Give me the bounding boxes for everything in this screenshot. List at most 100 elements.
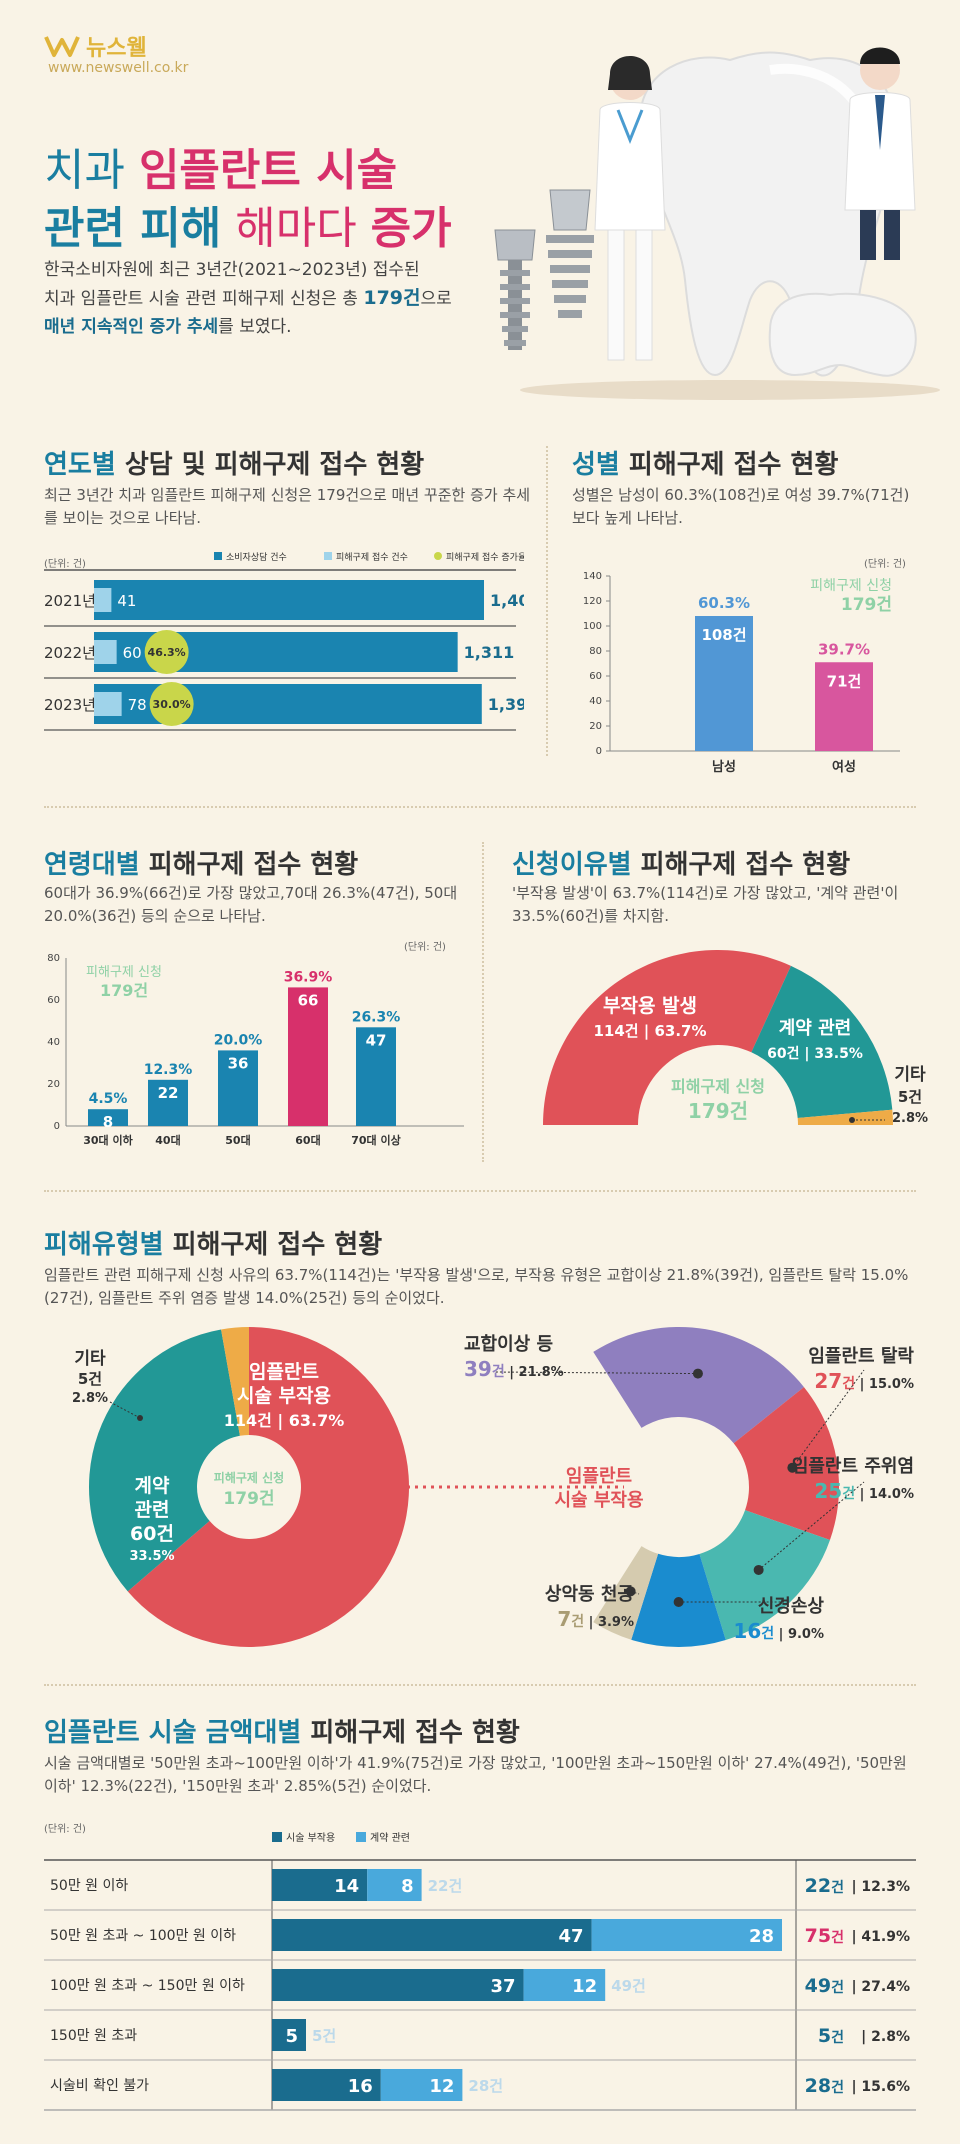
bar-side-effect <box>272 2019 306 2051</box>
leader-dot <box>625 1586 636 1597</box>
y-tick-label: 100 <box>583 621 602 632</box>
legend-swatch <box>214 552 222 560</box>
bar-relief-label: 78 <box>128 696 147 714</box>
slice-label: 기타 <box>74 1349 106 1369</box>
row-total: 75건 <box>805 1925 844 1947</box>
pct-label: 36.9% <box>284 969 333 985</box>
leader-dot <box>787 1462 798 1473</box>
bar-age <box>88 1109 128 1126</box>
total-label: 피해구제 신청 <box>810 578 892 594</box>
bar-female <box>815 662 873 751</box>
bar-total-ghost: 22건 <box>428 1877 463 1895</box>
slice-pct: 2.8% <box>892 1111 928 1126</box>
y-tick-label: 20 <box>47 1079 60 1090</box>
bar-contract-label: 8 <box>401 1876 414 1897</box>
legend-swatch <box>324 552 332 560</box>
logo-name: 뉴스웰 <box>86 36 147 61</box>
slice-label: 계약 <box>135 1475 170 1497</box>
divider <box>44 1190 916 1192</box>
divider <box>44 1684 916 1686</box>
y-tick-label: 80 <box>47 953 60 964</box>
breakdown-value: 39건 | 21.8% <box>464 1357 564 1381</box>
bar-age <box>218 1050 258 1126</box>
slice-label: 임플란트 <box>249 1361 319 1383</box>
legend-label: 소비자상담 건수 <box>226 551 287 563</box>
pct-label: 4.5% <box>89 1091 128 1107</box>
category-label: 여성 <box>832 759 856 775</box>
slice-value: 60건 <box>130 1523 174 1545</box>
pct-label: 12.3% <box>144 1062 193 1078</box>
slice-2 <box>797 1109 893 1125</box>
age-desc: 60대가 36.9%(66건)로 가장 많았고,70대 26.3%(47건), … <box>44 884 458 925</box>
bar-consult-label: 1,406 <box>490 591 524 610</box>
y-tick-label: 20 <box>589 721 602 732</box>
age-unit: (단위: 건) <box>404 942 446 953</box>
slice-value: 5건 <box>78 1370 102 1388</box>
site-url: www.newswell.co.kr <box>48 60 189 76</box>
y-tick-label: 140 <box>583 571 602 582</box>
divider <box>44 806 916 808</box>
breakdown-label: 신경손상 <box>758 1596 825 1617</box>
breakdown-value: 27건 | 15.0% <box>814 1369 914 1393</box>
main-slice-0 <box>127 1327 409 1647</box>
breakdown-slice-0 <box>593 1327 804 1444</box>
bar-side-effect <box>272 1919 592 1951</box>
slice-label: 부작용 발생 <box>603 995 697 1017</box>
main-slice-2 <box>221 1327 249 1436</box>
implant-icon <box>494 189 594 350</box>
leader-line <box>630 1590 640 1595</box>
breakdown-value: 7건 | 3.9% <box>557 1607 634 1631</box>
growth-circle <box>144 630 189 674</box>
breakdown-label: 임플란트 주위염 <box>792 1456 914 1477</box>
value-label: 66 <box>298 991 319 1009</box>
value-label: 108건 <box>701 626 746 644</box>
bar-contract <box>523 1969 606 2001</box>
row-pct: | 27.4% <box>851 1979 910 1995</box>
pct-label: 60.3% <box>698 594 750 612</box>
bar-relief <box>94 692 122 716</box>
bar-side-effect-label: 5 <box>285 2026 298 2047</box>
bar-contract-label: 12 <box>572 1976 597 1997</box>
bar-contract-label: 28 <box>749 1926 774 1947</box>
bar-side-effect-label: 37 <box>491 1976 516 1997</box>
bar-side-effect <box>272 2069 381 2101</box>
bar-total-ghost: 49건 <box>611 1977 646 1995</box>
category-label: 2021년 <box>44 592 96 610</box>
category-label: 2023년 <box>44 696 96 714</box>
legend-label: 피해구제 접수 증가율 <box>446 551 524 563</box>
bar-consult-label: 1,311 <box>464 643 515 662</box>
reason-title: 신청이유별 피해구제 접수 현황 <box>512 850 851 880</box>
slice-value: 5건 <box>898 1088 922 1106</box>
breakdown-title: 시술 부작용 <box>554 1490 643 1511</box>
y-tick-label: 0 <box>54 1121 60 1132</box>
slice-value: 114건 | 63.7% <box>593 1022 706 1041</box>
bar-side-effect-label: 16 <box>348 2076 373 2097</box>
category-label: 50만 원 이하 <box>50 1878 128 1894</box>
breakdown-value: 25건 | 14.0% <box>814 1479 914 1503</box>
category-label: 50만 원 초과 ~ 100만 원 이하 <box>50 1928 236 1944</box>
slice-pct: 33.5% <box>129 1549 174 1564</box>
leader-line <box>493 1371 698 1375</box>
gender-desc: 성별은 남성이 60.3%(108건)로 여성 39.7%(71건) 보다 높게… <box>572 486 910 527</box>
row-total: 5건 <box>818 2025 844 2047</box>
legend-label: 시술 부작용 <box>286 1832 335 1844</box>
y-tick-label: 80 <box>589 646 602 657</box>
slice-label: 시술 부작용 <box>237 1385 331 1407</box>
type-title: 피해유형별 피해구제 접수 현황 <box>44 1230 383 1260</box>
center-value: 179건 <box>688 1099 748 1123</box>
y-tick-label: 40 <box>589 696 602 707</box>
row-total: 49건 <box>805 1975 844 1997</box>
category-label: 50대 <box>225 1133 250 1147</box>
lead-paragraph: 한국소비자원에 최근 3년간(2021~2023년) 접수된 치과 임플란트 시… <box>44 260 452 337</box>
value-label: 71건 <box>827 672 862 690</box>
reason-chart: 부작용 발생 114건 | 63.7% 계약 관련 60건 | 33.5% 기타 5건 2.… <box>543 950 928 1126</box>
pct-label: 20.0% <box>214 1032 263 1048</box>
yearly-chart: 소비자상담 건수 피해구제 접수 건수 피해구제 접수 증가율 2021년 1,406 4… <box>44 551 524 731</box>
leader-line <box>109 1401 141 1419</box>
gender-title: 성별 피해구제 접수 현황 <box>572 450 839 480</box>
bar-contract <box>367 1869 422 1901</box>
category-label: 60대 <box>295 1133 320 1147</box>
leader-line <box>791 1369 865 1468</box>
